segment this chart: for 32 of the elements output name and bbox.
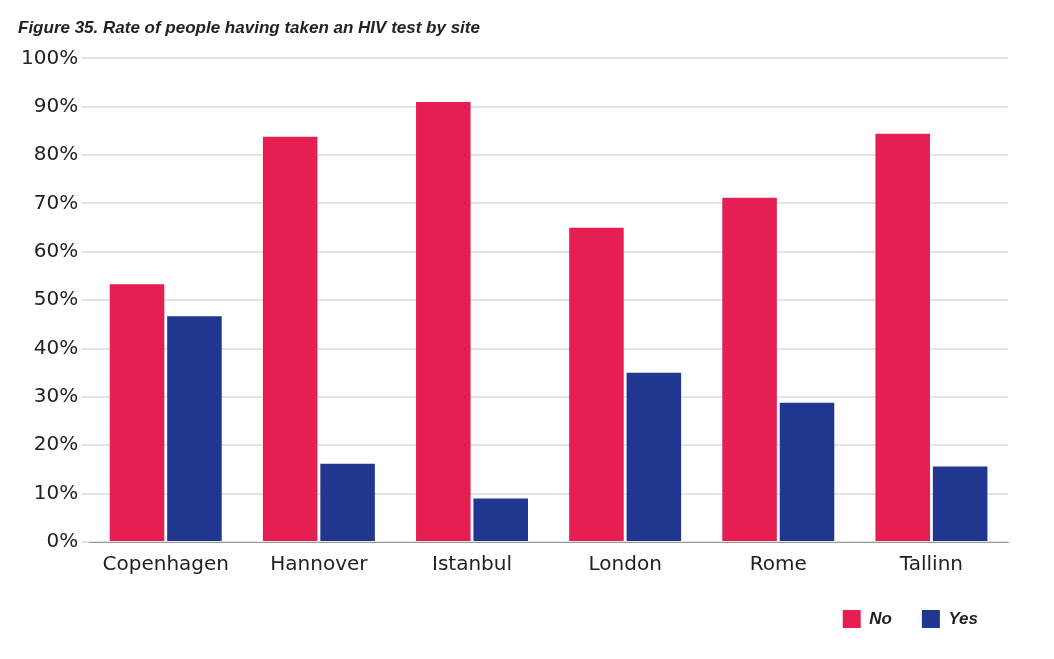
- y-tick-label: 10%: [33, 479, 79, 504]
- y-tick-label: 70%: [33, 189, 79, 214]
- chart-title: Figure 35. Rate of people having taken an HIV test by site: [18, 17, 480, 37]
- bar: [875, 133, 930, 541]
- bar: [320, 463, 375, 541]
- bar: [473, 498, 529, 541]
- y-tick-label: 90%: [33, 92, 79, 117]
- x-tick-label: Hannover: [270, 551, 369, 576]
- bar: [779, 402, 835, 541]
- y-tick-label: 60%: [33, 238, 79, 263]
- y-tick-label: 20%: [33, 431, 79, 456]
- bar: [416, 101, 471, 541]
- y-tick-label: 50%: [33, 286, 79, 311]
- y-tick-label: 0%: [46, 528, 79, 553]
- legend-label: No: [869, 608, 892, 628]
- x-tick-label: Rome: [749, 551, 807, 576]
- x-tick-label: Tallinn: [898, 551, 964, 576]
- bar: [262, 136, 318, 541]
- bar: [932, 466, 988, 541]
- y-tick-label: 40%: [33, 334, 79, 359]
- x-tick-label: Istanbul: [432, 551, 513, 576]
- y-tick-label: 30%: [33, 383, 79, 408]
- y-tick-label: 80%: [33, 141, 79, 166]
- legend-label: Yes: [948, 608, 979, 628]
- bar: [109, 284, 165, 541]
- bar: [167, 316, 222, 541]
- bar: [569, 227, 624, 541]
- x-tick-label: Copenhagen: [102, 551, 229, 576]
- bar: [722, 197, 777, 541]
- y-tick-label: 100%: [20, 44, 79, 69]
- bar: [626, 372, 682, 541]
- x-tick-label: London: [588, 551, 662, 576]
